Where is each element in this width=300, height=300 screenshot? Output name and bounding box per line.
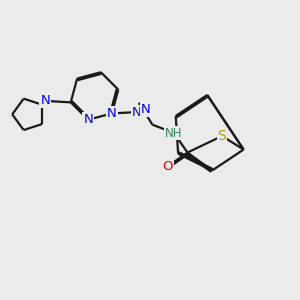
Text: S: S bbox=[218, 129, 226, 143]
Text: NH: NH bbox=[165, 127, 183, 140]
Text: N: N bbox=[132, 106, 141, 118]
Text: N: N bbox=[83, 113, 93, 126]
Text: N: N bbox=[107, 107, 117, 120]
Text: N: N bbox=[40, 94, 50, 107]
Text: O: O bbox=[163, 160, 173, 172]
Text: N: N bbox=[141, 103, 151, 116]
